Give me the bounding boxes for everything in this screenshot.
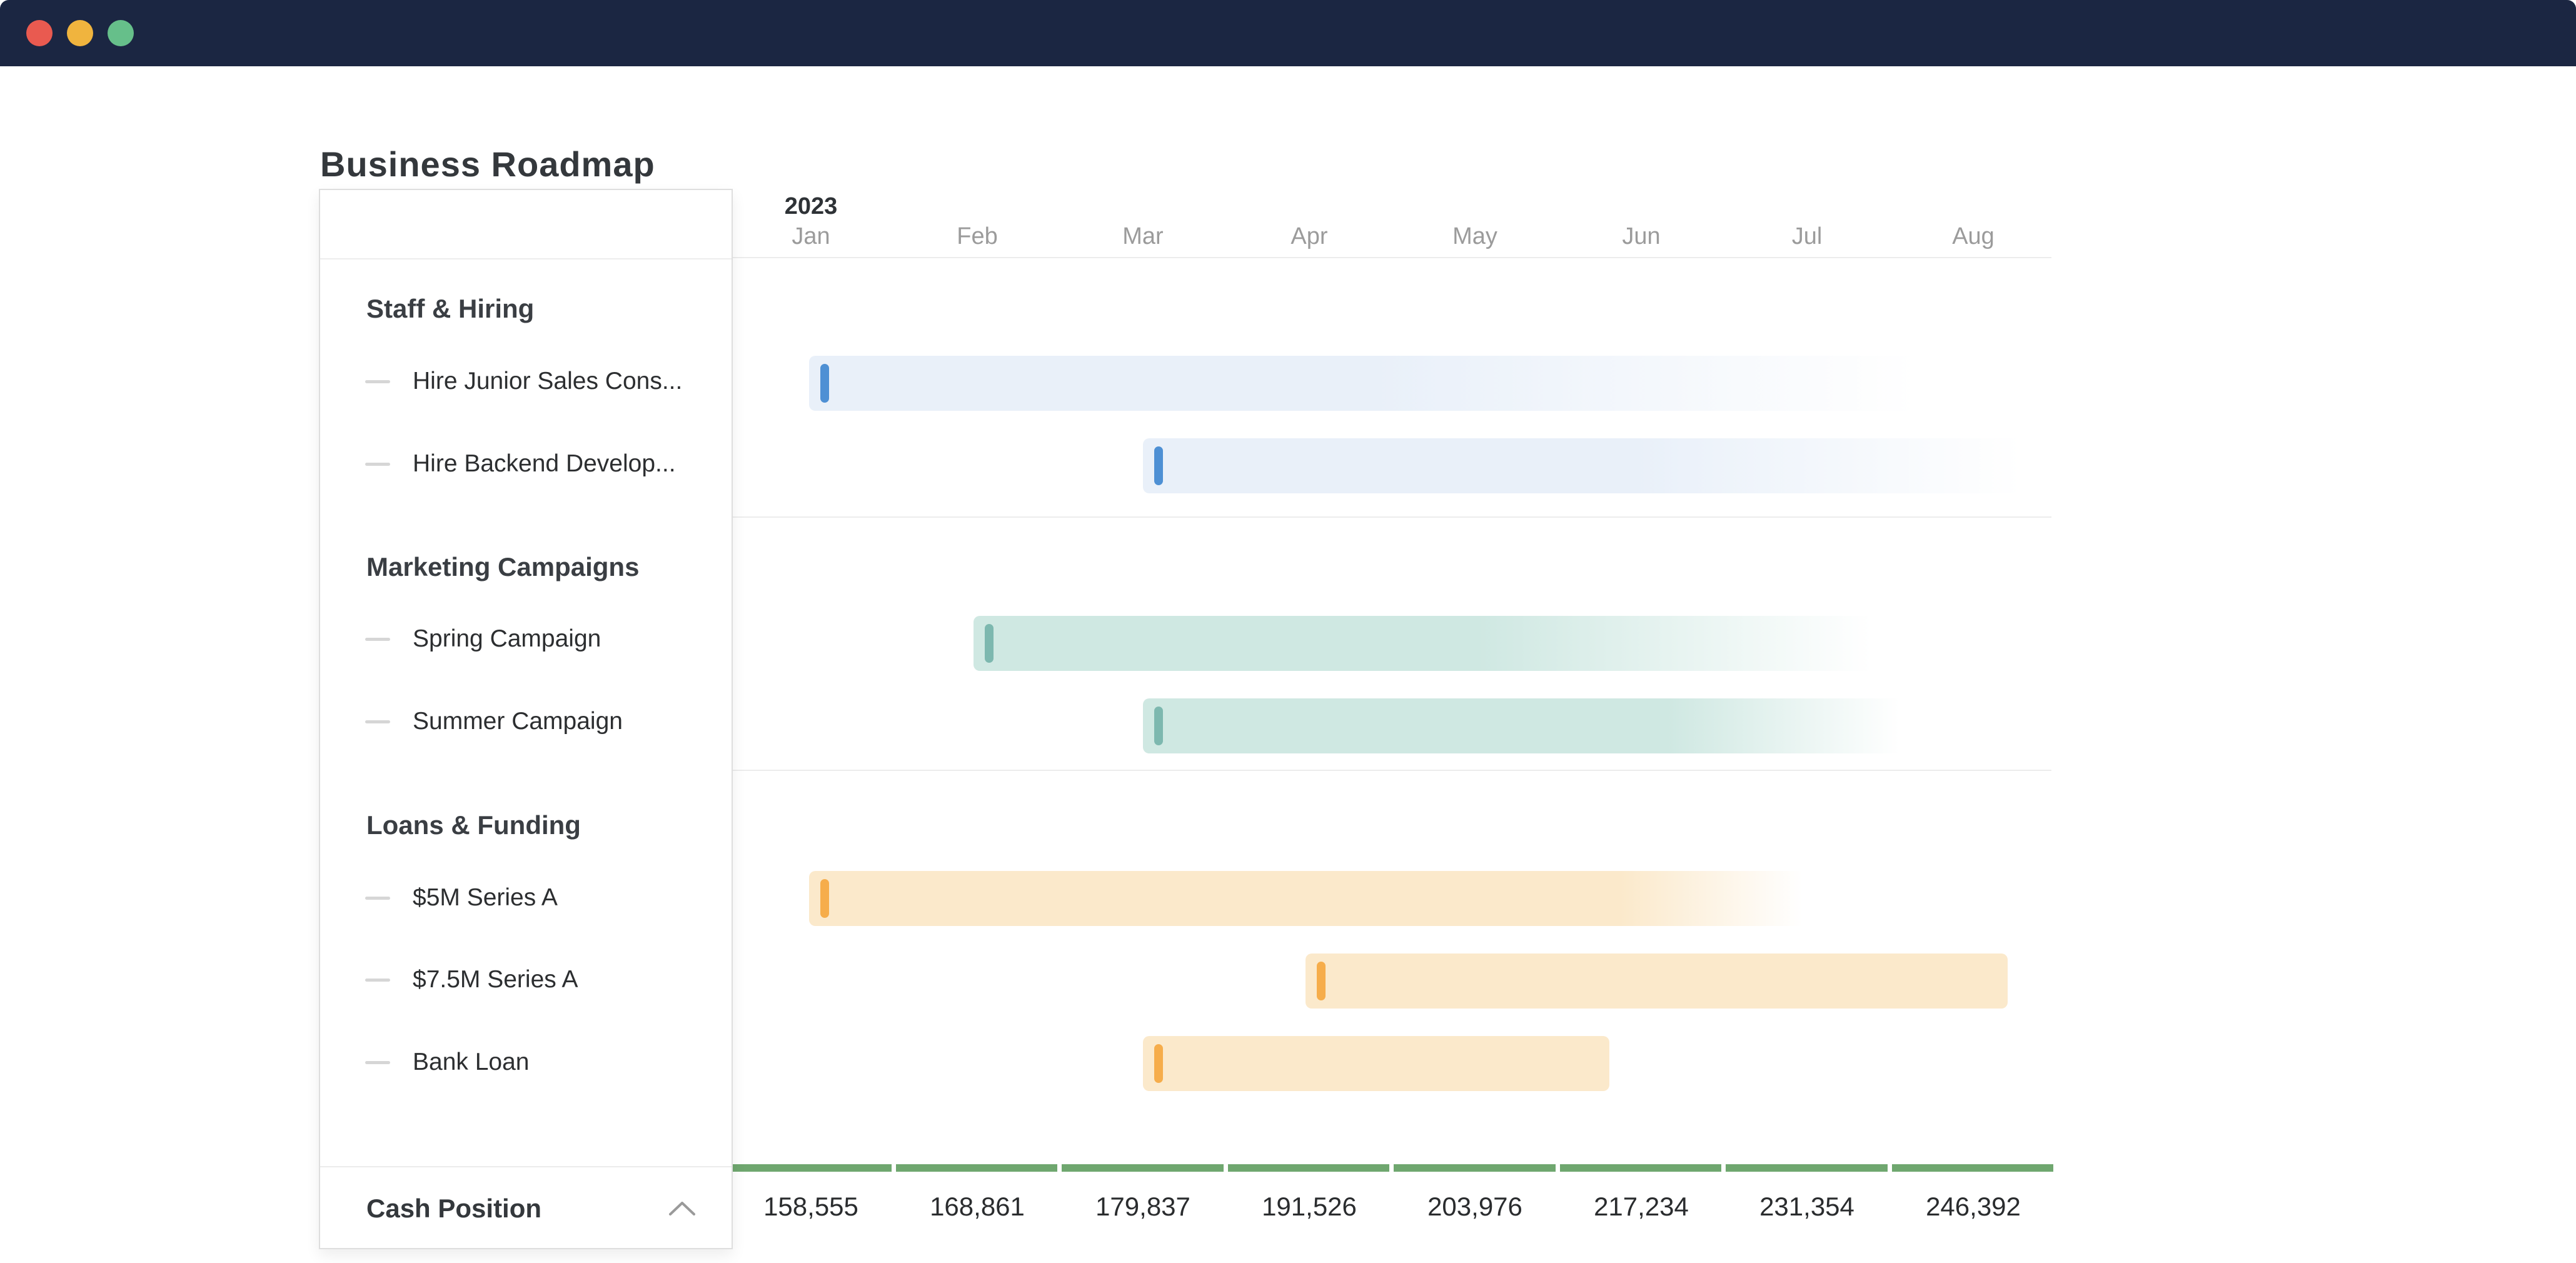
cash-month-bar <box>1560 1164 1721 1172</box>
sidebar-item-bank-loan[interactable]: Bank Loan <box>320 1032 732 1092</box>
cash-month-bar <box>896 1164 1057 1172</box>
dash-icon <box>365 897 390 900</box>
dash-icon <box>365 380 390 383</box>
gantt-bar-summer-campaign[interactable] <box>1143 698 1915 753</box>
dash-icon <box>365 979 390 982</box>
sidebar-item-spring-campaign[interactable]: Spring Campaign <box>320 609 732 669</box>
gantt-bar-7-5m-series-a[interactable] <box>1306 954 2008 1009</box>
timeline-month-feb: Feb <box>957 223 998 249</box>
sidebar-item-label: Hire Junior Sales Cons... <box>413 368 683 395</box>
sidebar-item-label: $5M Series A <box>413 884 558 911</box>
gantt-bar-hire-junior-sales-cons[interactable] <box>809 356 1940 411</box>
minimize-window-button[interactable] <box>67 20 93 46</box>
sidebar-item-hire-junior-sales-cons[interactable]: Hire Junior Sales Cons... <box>320 351 732 411</box>
cash-month-value: 231,354 <box>1759 1192 1854 1221</box>
sidebar-item-label: $7.5M Series A <box>413 966 578 993</box>
gantt-bar-progress-tick <box>1154 707 1163 745</box>
sidebar-footer-cash-position[interactable]: Cash Position <box>320 1167 732 1249</box>
gantt-bar-5m-series-a[interactable] <box>809 871 1823 926</box>
cash-month-bar <box>1228 1164 1389 1172</box>
dash-icon <box>365 720 390 723</box>
window-titlebar <box>0 0 2576 66</box>
chevron-up-icon[interactable] <box>668 1200 697 1217</box>
cash-month-value: 246,392 <box>1926 1192 2021 1221</box>
timeline-month-may: May <box>1452 223 1497 249</box>
gantt-bar-progress-tick <box>820 879 829 918</box>
zoom-window-button[interactable] <box>108 20 134 46</box>
group-separator-line <box>733 770 2051 771</box>
timeline-year-label: 2023 <box>784 193 838 219</box>
timeline-header-underline <box>733 257 2051 258</box>
sidebar-panel: Staff & Hiring Hire Junior Sales Cons... H… <box>319 189 733 1249</box>
sidebar-item-label: Summer Campaign <box>413 708 623 735</box>
sidebar-item-label: Hire Backend Develop... <box>413 450 676 477</box>
timeline-month-jun: Jun <box>1622 223 1661 249</box>
cash-month-value: 168,861 <box>930 1192 1025 1221</box>
sidebar-item-7-5m-series-a[interactable]: $7.5M Series A <box>320 950 732 1010</box>
sidebar-group-title-marketing-campaigns[interactable]: Marketing Campaigns <box>366 552 640 581</box>
gantt-bar-progress-tick <box>820 364 829 403</box>
gantt-bar-progress-tick <box>985 624 994 663</box>
gantt-bar-hire-backend-develop[interactable] <box>1143 438 2040 493</box>
timeline-month-apr: Apr <box>1291 223 1328 249</box>
timeline-month-aug: Aug <box>1952 223 1995 249</box>
cash-month-value: 203,976 <box>1427 1192 1522 1221</box>
cash-month-value: 191,526 <box>1262 1192 1357 1221</box>
gantt-bar-spring-campaign[interactable] <box>974 616 1890 671</box>
cash-month-bar <box>1892 1164 2053 1172</box>
sidebar-item-label: Spring Campaign <box>413 625 601 652</box>
timeline-month-jul: Jul <box>1791 223 1823 249</box>
cash-month-value: 179,837 <box>1095 1192 1190 1221</box>
sidebar-item-5m-series-a[interactable]: $5M Series A <box>320 868 732 928</box>
timeline-month-mar: Mar <box>1122 223 1164 249</box>
cash-month-value: 158,555 <box>763 1192 858 1221</box>
close-window-button[interactable] <box>26 20 53 46</box>
sidebar-footer-divider <box>320 1166 732 1167</box>
cash-month-bar <box>1394 1164 1556 1172</box>
dash-icon <box>365 1061 390 1064</box>
sidebar-group-title-staff-hiring[interactable]: Staff & Hiring <box>366 294 535 323</box>
cash-position-label: Cash Position <box>366 1193 542 1223</box>
sidebar-group-title-loans-funding[interactable]: Loans & Funding <box>366 810 581 840</box>
group-separator-line <box>733 516 2051 518</box>
dash-icon <box>365 463 390 466</box>
timeline-month-jan: Jan <box>792 223 830 249</box>
cash-month-bar <box>1062 1164 1224 1172</box>
sidebar-item-hire-backend-develop[interactable]: Hire Backend Develop... <box>320 434 732 494</box>
gantt-bar-progress-tick <box>1154 1044 1163 1083</box>
gantt-bar-bank-loan[interactable] <box>1143 1036 1609 1091</box>
page-title: Business Roadmap <box>320 144 655 184</box>
sidebar-item-summer-campaign[interactable]: Summer Campaign <box>320 692 732 752</box>
cash-month-value: 217,234 <box>1594 1192 1689 1221</box>
sidebar-item-label: Bank Loan <box>413 1049 530 1075</box>
cash-month-bar <box>733 1164 892 1172</box>
dash-icon <box>365 638 390 641</box>
gantt-bar-progress-tick <box>1154 446 1163 485</box>
gantt-bar-progress-tick <box>1317 962 1326 1000</box>
sidebar-header-strip <box>320 190 732 259</box>
cash-month-bar <box>1726 1164 1888 1172</box>
